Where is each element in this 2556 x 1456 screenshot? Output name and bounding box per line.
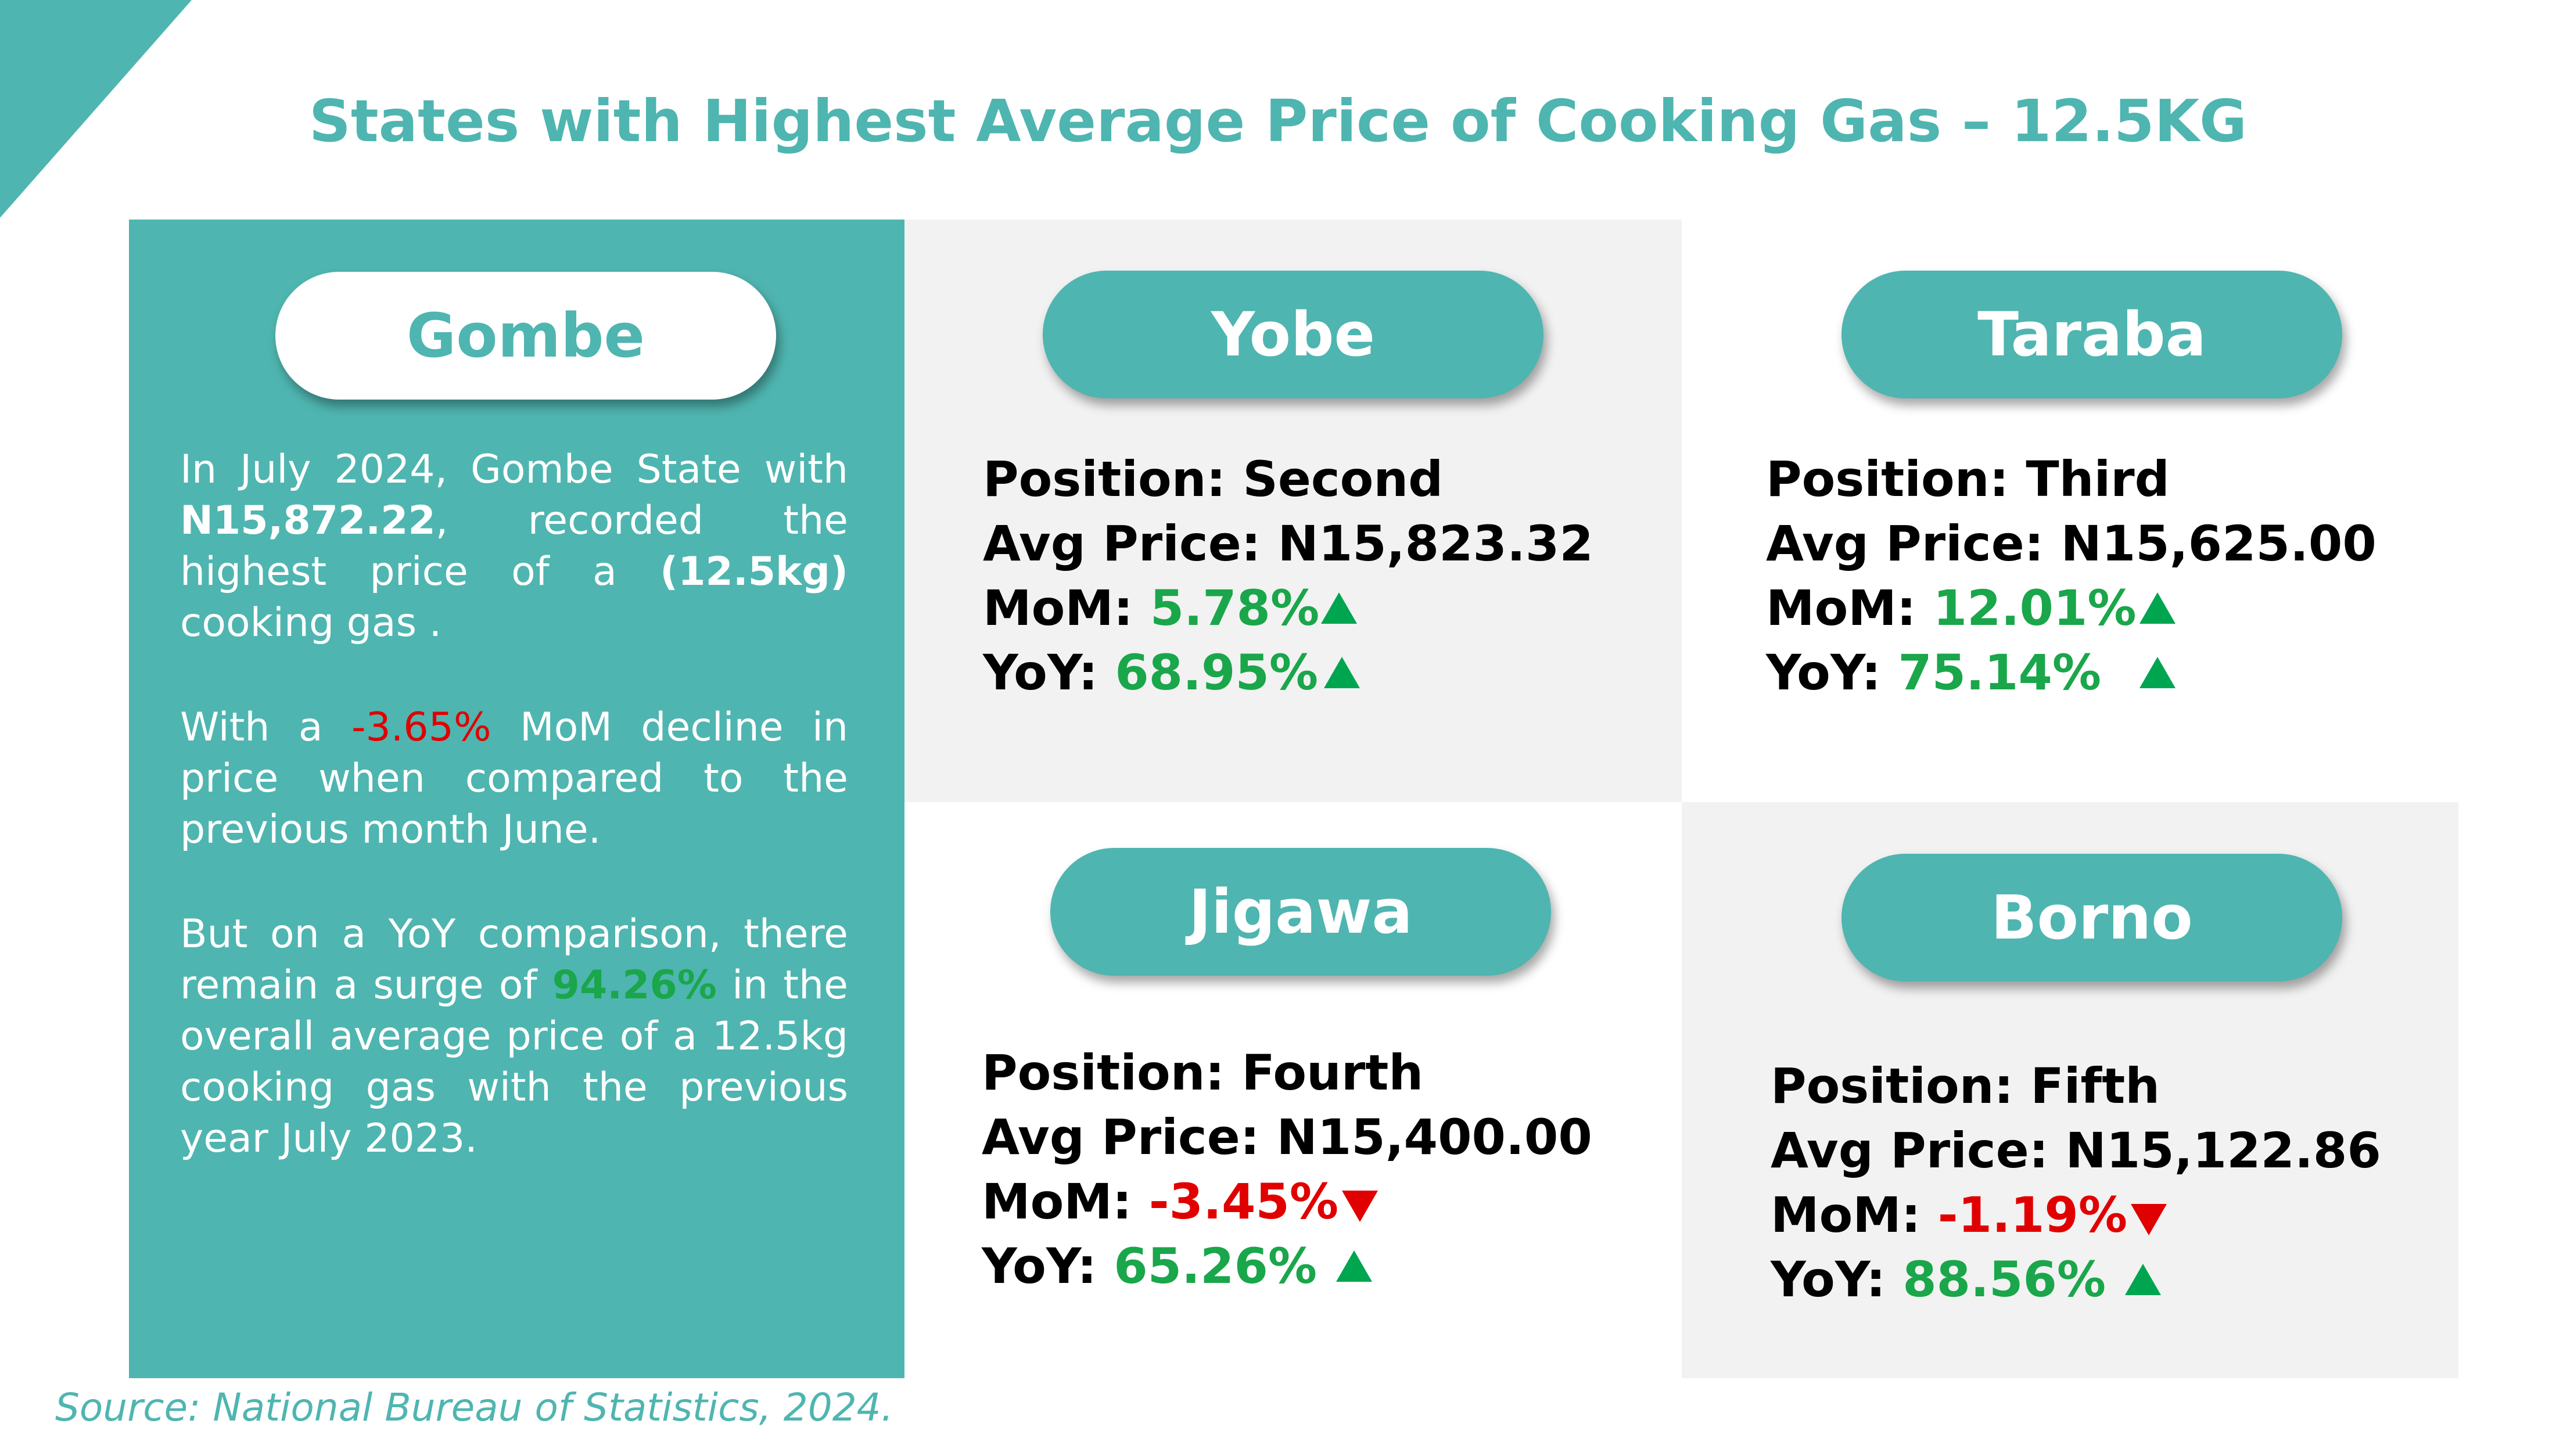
yoy-value: 68.95% [1115, 644, 1319, 701]
gombe-paragraph-3: But on a YoY comparison, there remain a … [180, 909, 848, 1164]
position-label: Position: [983, 451, 1243, 508]
gas-size: (12.5kg) [660, 549, 848, 595]
jigawa-state-pill: Jigawa [1050, 848, 1551, 976]
position-label: Position: [982, 1044, 1242, 1101]
yoy-value: 65.26% [1114, 1238, 1318, 1295]
gombe-state-pill: Gombe [275, 272, 776, 400]
position-value: Third [2026, 451, 2170, 508]
yoy-value: 88.56% [1902, 1251, 2106, 1308]
triangle-up-icon [1321, 592, 1357, 624]
text-segment: But on a YoY comparison, there remain a … [180, 911, 848, 1008]
taraba-stats: Position: Third Avg Price: N15,625.00 Mo… [1766, 447, 2376, 705]
text-segment: , recorded the highest price of a [180, 498, 848, 595]
gombe-description: In July 2024, Gombe State with N15,872.2… [180, 444, 848, 1218]
taraba-state-pill: Taraba [1841, 271, 2342, 398]
text-segment: in the overall average price of a 12.5kg… [180, 962, 848, 1162]
position-label: Position: [1771, 1058, 2031, 1115]
text-segment: cooking gas . [180, 600, 442, 646]
gombe-price: N15,872.22 [180, 498, 436, 544]
yoy-label: YoY: [1766, 644, 1898, 701]
gombe-yoy-value: 94.26% [552, 962, 717, 1008]
position-value: Fourth [1241, 1044, 1424, 1101]
mom-label: MoM: [1766, 580, 1933, 637]
text-segment: In July 2024, Gombe State with [180, 447, 848, 492]
avg-price-label: Avg Price: [1771, 1122, 2066, 1179]
mom-value: -1.19% [1937, 1187, 2128, 1243]
mom-label: MoM: [982, 1173, 1149, 1230]
triangle-up-icon [2125, 1264, 2161, 1295]
mom-value: 5.78% [1150, 580, 1320, 637]
borno-stats: Position: Fifth Avg Price: N15,122.86 Mo… [1771, 1054, 2381, 1312]
yoy-value: 75.14% [1898, 644, 2102, 701]
borno-state-pill: Borno [1841, 854, 2342, 982]
jigawa-stats: Position: Fourth Avg Price: N15,400.00 M… [982, 1041, 1592, 1299]
avg-price-label: Avg Price: [982, 1109, 1277, 1166]
yobe-state-pill: Yobe [1043, 271, 1543, 398]
yobe-stats: Position: Second Avg Price: N15,823.32 M… [983, 447, 1593, 705]
corner-decoration [0, 0, 192, 218]
gombe-paragraph-2: With a -3.65% MoM decline in price when … [180, 702, 848, 855]
avg-price-value: N15,122.86 [2065, 1122, 2381, 1179]
mom-value: 12.01% [1933, 580, 2137, 637]
gombe-paragraph-1: In July 2024, Gombe State with N15,872.2… [180, 444, 848, 649]
avg-price-value: N15,400.00 [1276, 1109, 1592, 1166]
avg-price-label: Avg Price: [1766, 515, 2061, 572]
avg-price-value: N15,823.32 [1277, 515, 1593, 572]
yoy-label: YoY: [982, 1238, 1114, 1295]
triangle-up-icon [2139, 592, 2176, 624]
gombe-panel [129, 220, 904, 1378]
avg-price-label: Avg Price: [983, 515, 1278, 572]
avg-price-value: N15,625.00 [2060, 515, 2376, 572]
source-note: Source: National Bureau of Statistics, 2… [55, 1385, 893, 1430]
text-segment: With a [180, 704, 351, 750]
page-title: States with Highest Average Price of Coo… [308, 87, 2248, 155]
yoy-label: YoY: [1771, 1251, 1903, 1308]
position-value: Fifth [2030, 1058, 2160, 1115]
mom-label: MoM: [983, 580, 1150, 637]
text-segment: MoM decline in price when compared to th… [180, 704, 848, 853]
triangle-down-icon [2131, 1204, 2167, 1235]
yoy-label: YoY: [983, 644, 1115, 701]
triangle-up-icon [1336, 1250, 1372, 1282]
triangle-up-icon [2139, 657, 2176, 688]
triangle-down-icon [1342, 1191, 1378, 1222]
mom-value: -3.45% [1148, 1173, 1339, 1230]
position-label: Position: [1766, 451, 2026, 508]
position-value: Second [1243, 451, 1444, 508]
mom-label: MoM: [1771, 1187, 1938, 1243]
triangle-up-icon [1324, 657, 1360, 688]
gombe-mom-value: -3.65% [351, 704, 491, 750]
